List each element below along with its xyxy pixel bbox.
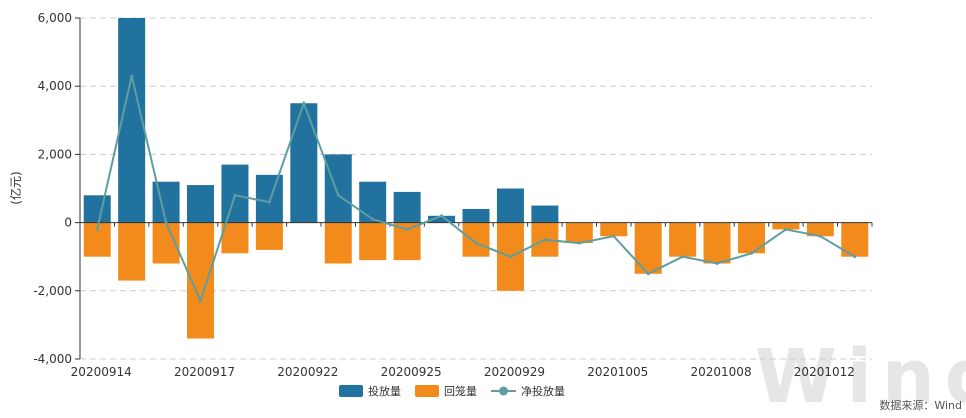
net-line-point [371, 217, 375, 221]
net-line-point [646, 272, 650, 276]
bar-withdrawal [255, 222, 283, 250]
net-line-series [95, 74, 857, 304]
bar-investment [393, 191, 421, 223]
bar-withdrawal [118, 222, 146, 281]
bar-withdrawal [703, 222, 731, 264]
x-tick-label: 20201012 [794, 365, 855, 379]
bar-investment [359, 181, 387, 223]
net-line-point [749, 251, 753, 255]
bar-investment [428, 215, 456, 223]
net-line-point [199, 299, 203, 303]
x-tick-label: 20201005 [587, 365, 648, 379]
x-tick-label: 20201008 [691, 365, 752, 379]
net-line-point [302, 101, 306, 105]
bar-withdrawal [634, 222, 662, 274]
bar-investment [152, 181, 180, 223]
bar-investment [531, 205, 559, 223]
legend-item-withdrawal[interactable]: 回笼量 [415, 384, 477, 398]
bar-withdrawal [669, 222, 697, 257]
net-line-point [474, 241, 478, 245]
watermark-text: Wind [755, 334, 966, 418]
net-line-point [336, 193, 340, 197]
net-line-point [715, 262, 719, 266]
bar-investment [462, 208, 490, 223]
net-line-point [267, 200, 271, 204]
net-line-point [543, 238, 547, 242]
net-line-point [612, 234, 616, 238]
x-tick-label: 20200922 [277, 365, 338, 379]
bar-withdrawal [324, 222, 352, 264]
y-axis-title: (亿元) [8, 171, 23, 204]
legend-label-investment: 投放量 [368, 384, 401, 398]
bar-withdrawal [462, 222, 490, 257]
x-tick-label: 20200914 [71, 365, 132, 379]
legend-item-net[interactable]: 净投放量 [491, 384, 565, 398]
bar-investment [324, 154, 352, 223]
watermark: Wind [755, 334, 966, 418]
x-tick-label: 20200925 [381, 365, 442, 379]
bar-investment [255, 174, 283, 223]
bar-withdrawal [737, 222, 765, 254]
legend-label-net: 净投放量 [521, 384, 565, 398]
y-tick-label: -4,000 [33, 352, 72, 366]
net-line-point [853, 255, 857, 259]
x-tick-labels: 20200914 20200917 20200922 20200925 20200929… [71, 365, 855, 379]
bar-withdrawal [772, 222, 800, 230]
bar-withdrawal [806, 222, 834, 237]
y-tick-label: 0 [64, 216, 72, 230]
net-line-point [681, 255, 685, 259]
bar-investment [83, 195, 111, 223]
bar-investment [496, 188, 524, 223]
bar-investment [221, 164, 249, 223]
net-line-point [233, 193, 237, 197]
legend-item-investment[interactable]: 投放量 [339, 384, 401, 398]
legend-label-withdrawal: 回笼量 [444, 384, 477, 398]
bar-withdrawal [221, 222, 249, 254]
bar-withdrawal [359, 222, 387, 261]
net-line-point [577, 241, 581, 245]
net-line-point [784, 227, 788, 231]
bar-withdrawal [565, 222, 593, 244]
y-tick-label: 6,000 [38, 11, 72, 25]
bar-investment [290, 103, 318, 223]
net-line-point [164, 221, 168, 225]
net-line-point [95, 227, 99, 231]
y-tick-label: -2,000 [33, 284, 72, 298]
net-line-point [508, 255, 512, 259]
bars-group [83, 18, 869, 339]
y-tick-label: 4,000 [38, 79, 72, 93]
net-line-point [818, 234, 822, 238]
legend-swatch-investment [339, 385, 363, 397]
legend: 投放量 回笼量 净投放量 [339, 384, 565, 398]
x-tick-label: 20200917 [174, 365, 235, 379]
net-line-point [405, 227, 409, 231]
y-tick-labels: -4,000 -2,000 0 2,000 4,000 6,000 [33, 11, 72, 366]
legend-swatch-withdrawal [415, 385, 439, 397]
x-tick-label: 20200929 [484, 365, 545, 379]
source-note: 数据来源：Wind [879, 398, 962, 412]
net-line-point [440, 214, 444, 218]
net-line-point [130, 74, 134, 78]
legend-marker-net [499, 386, 508, 396]
bar-investment [187, 185, 215, 223]
bar-withdrawal [600, 222, 628, 237]
y-tick-label: 2,000 [38, 147, 72, 161]
